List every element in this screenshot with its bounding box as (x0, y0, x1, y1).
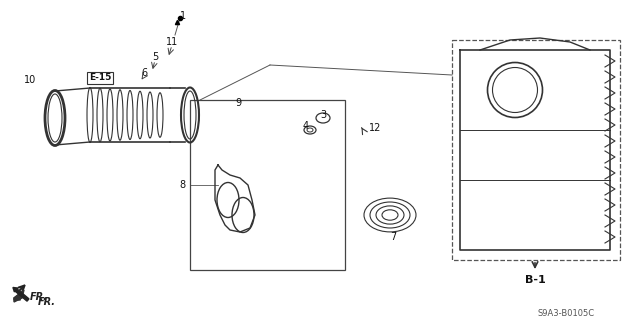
Text: 11: 11 (166, 37, 178, 47)
Text: E-15: E-15 (89, 73, 111, 83)
Text: FR.: FR. (38, 297, 56, 307)
FancyArrow shape (13, 287, 29, 301)
Text: FR.: FR. (30, 292, 48, 302)
Text: S9A3-B0105C: S9A3-B0105C (538, 308, 595, 317)
Text: B-1: B-1 (525, 275, 545, 285)
Text: 8: 8 (179, 180, 185, 190)
Text: 7: 7 (390, 232, 396, 242)
Text: 5: 5 (152, 52, 158, 62)
Text: 3: 3 (320, 110, 326, 120)
Polygon shape (14, 292, 22, 300)
Text: 4: 4 (303, 121, 309, 131)
Bar (452, 40, 620, 260)
Text: 6: 6 (141, 68, 147, 78)
Text: 12: 12 (369, 123, 381, 133)
Polygon shape (14, 290, 24, 302)
Text: 1: 1 (180, 11, 186, 21)
Text: 10: 10 (24, 75, 36, 85)
Bar (190, 100, 345, 270)
Text: 9: 9 (235, 98, 241, 108)
